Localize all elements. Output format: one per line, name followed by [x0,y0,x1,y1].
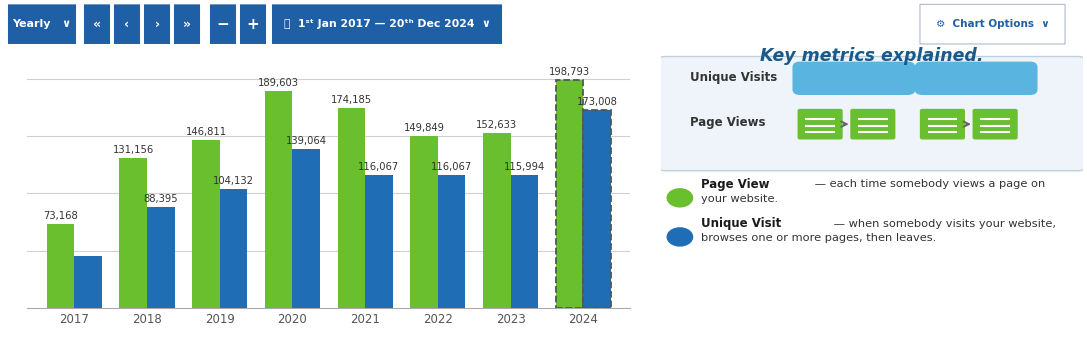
Text: 198,793: 198,793 [549,67,590,77]
Text: Unique Visit: Unique Visit [701,218,782,231]
Bar [338,108,365,308]
Text: 146,811: 146,811 [186,127,226,137]
FancyBboxPatch shape [84,4,110,44]
FancyBboxPatch shape [792,62,915,95]
Bar [47,224,74,308]
Bar [292,149,320,308]
Bar [438,175,465,308]
FancyBboxPatch shape [174,4,200,44]
Text: 📅  1ˢᵗ Jan 2017 — 20ᵗʰ Dec 2024  ∨: 📅 1ˢᵗ Jan 2017 — 20ᵗʰ Dec 2024 ∨ [284,19,490,29]
Bar [265,91,292,308]
Bar [584,110,611,308]
Circle shape [667,228,692,246]
Text: Key metrics explained.: Key metrics explained. [760,48,984,66]
Text: 174,185: 174,185 [330,96,372,106]
FancyBboxPatch shape [915,62,1037,95]
Bar [483,133,511,308]
Text: +: + [247,17,260,32]
Text: »: » [183,18,191,31]
Bar [192,140,220,308]
Bar [410,136,438,308]
FancyBboxPatch shape [272,4,502,44]
Text: Unique Visits: Unique Visits [690,71,777,84]
Bar [511,175,538,308]
Text: 139,064: 139,064 [286,136,327,146]
Text: — when somebody visits your website,: — when somebody visits your website, [829,219,1055,229]
FancyBboxPatch shape [8,4,76,44]
Text: 189,603: 189,603 [259,78,299,88]
FancyBboxPatch shape [240,4,266,44]
Text: your website.: your website. [701,194,778,204]
FancyBboxPatch shape [210,4,236,44]
Text: 116,067: 116,067 [432,162,472,172]
FancyBboxPatch shape [114,4,140,44]
Text: 152,633: 152,633 [476,120,517,130]
FancyBboxPatch shape [973,109,1017,140]
FancyBboxPatch shape [850,109,896,140]
FancyBboxPatch shape [798,109,842,140]
Text: Yearly   ∨: Yearly ∨ [12,19,72,29]
Text: — each time somebody views a page on: — each time somebody views a page on [812,179,1046,189]
FancyBboxPatch shape [920,109,965,140]
Bar [365,175,392,308]
Text: 116,067: 116,067 [359,162,400,172]
Text: Page View: Page View [701,178,770,191]
Bar [147,207,175,308]
Text: 88,395: 88,395 [143,194,178,204]
Bar [555,80,584,308]
FancyBboxPatch shape [659,57,1085,171]
Text: ›: › [154,18,160,31]
Bar [120,158,147,308]
FancyBboxPatch shape [920,4,1065,44]
Text: browses one or more pages, then leaves.: browses one or more pages, then leaves. [701,233,936,243]
Text: ‹: ‹ [124,18,129,31]
Text: 73,168: 73,168 [43,211,78,221]
Text: «: « [92,18,101,31]
Text: 131,156: 131,156 [113,145,154,155]
Text: −: − [216,17,229,32]
Circle shape [667,189,692,207]
FancyBboxPatch shape [143,4,170,44]
Text: 115,994: 115,994 [503,162,545,172]
Bar [74,256,102,308]
Text: 104,132: 104,132 [213,176,254,186]
Text: 149,849: 149,849 [403,124,445,133]
Text: Page Views: Page Views [690,116,766,129]
Text: 173,008: 173,008 [576,97,617,107]
Text: ⚙  Chart Options  ∨: ⚙ Chart Options ∨ [936,19,1049,29]
Bar [220,189,248,308]
